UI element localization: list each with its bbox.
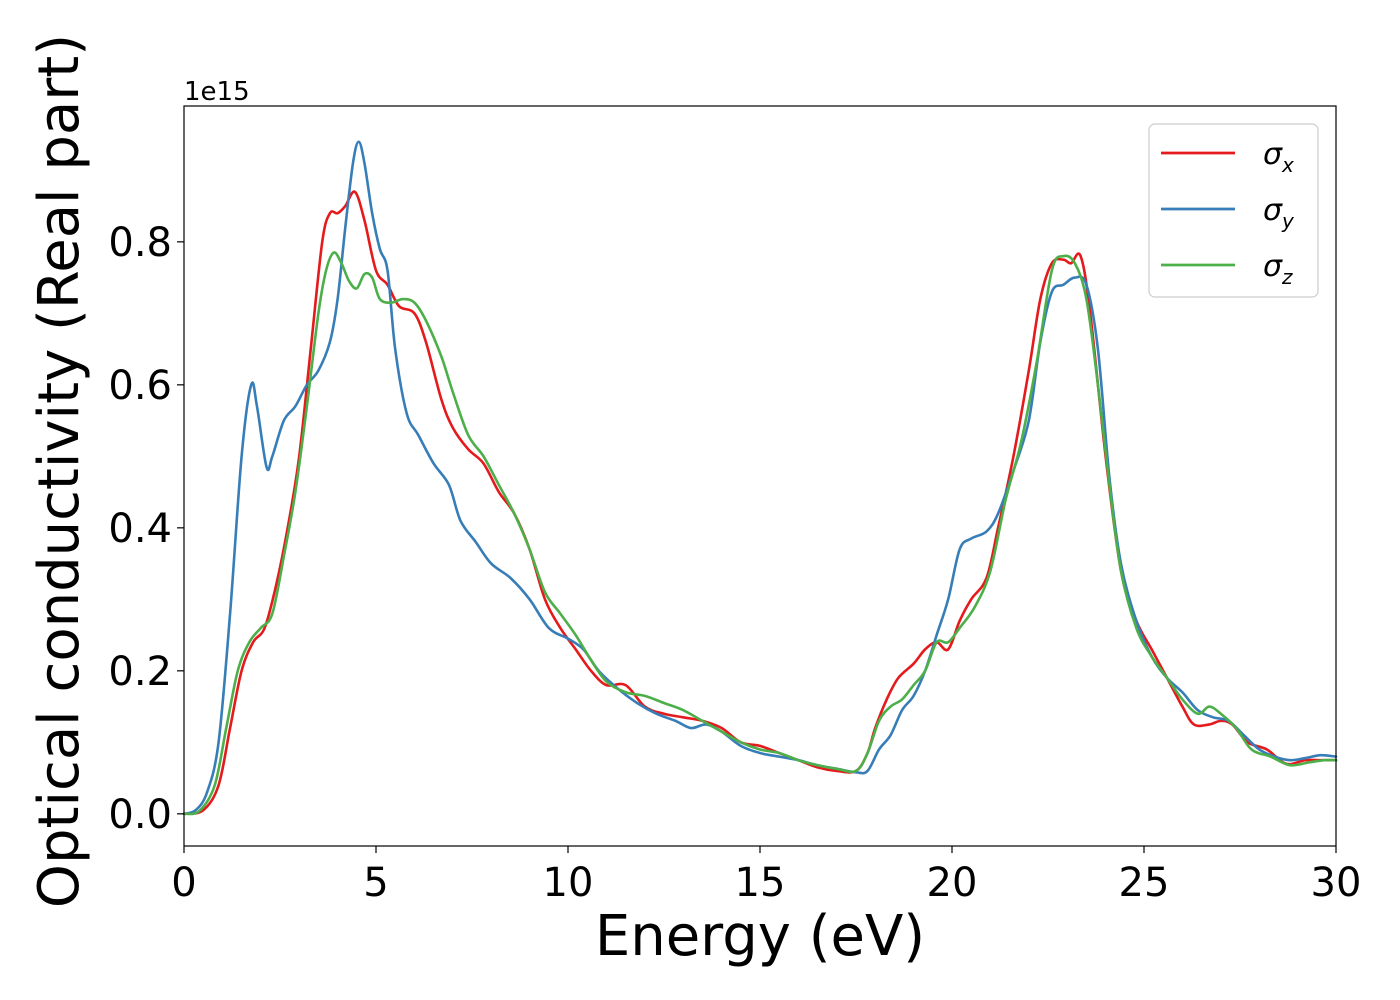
series-lines: [182, 140, 1338, 816]
legend-label-y: σy: [1263, 193, 1295, 233]
y-tick-label: 0.4: [108, 506, 172, 552]
series-line-z: [182, 251, 1338, 816]
legend-label-x: σx: [1263, 137, 1294, 177]
x-axis-title: Energy (eV): [595, 904, 925, 969]
y-tick-label: 0.2: [108, 649, 172, 695]
x-tick-label: 0: [171, 860, 196, 906]
x-tick-label: 30: [1311, 860, 1362, 906]
x-tick-label: 25: [1119, 860, 1170, 906]
x-tick-label: 5: [363, 860, 388, 906]
legend-box: [1148, 123, 1319, 298]
x-tick-label: 20: [927, 860, 978, 906]
y-offset-text: 1e15: [184, 77, 250, 107]
legend-label-z: σz: [1263, 249, 1293, 289]
y-tick-label: 0.6: [108, 363, 172, 409]
y-axis: 0.0 0.2 0.4 0.6 0.8: [108, 220, 184, 838]
y-tick-label: 0.0: [108, 792, 172, 838]
x-tick-label: 10: [543, 860, 594, 906]
legend: σx σy σz: [1148, 123, 1319, 298]
x-tick-label: 15: [735, 860, 786, 906]
y-axis-title: Optical conductivity (Real part): [27, 34, 92, 908]
x-axis: 0 5 10 15 20 25 30: [171, 846, 1361, 906]
y-tick-label: 0.8: [108, 220, 172, 266]
